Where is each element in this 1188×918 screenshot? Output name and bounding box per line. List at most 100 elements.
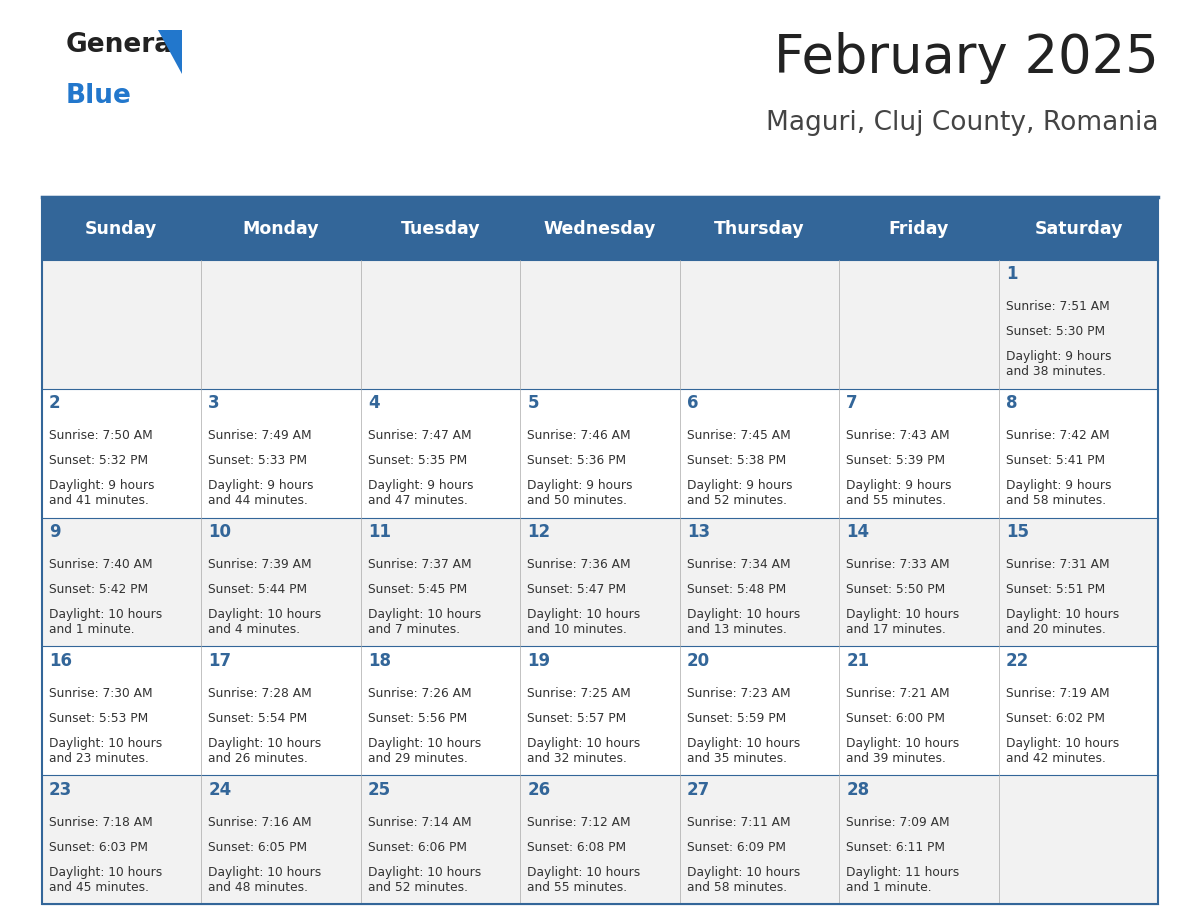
Text: 26: 26 <box>527 781 550 799</box>
Text: Sunset: 5:33 PM: Sunset: 5:33 PM <box>208 454 308 467</box>
Text: Saturday: Saturday <box>1035 219 1123 238</box>
Text: 23: 23 <box>49 781 72 799</box>
Bar <box>42 776 1158 904</box>
Text: Sunset: 5:38 PM: Sunset: 5:38 PM <box>687 454 786 467</box>
Text: Sunset: 5:56 PM: Sunset: 5:56 PM <box>368 712 467 725</box>
Text: Sunset: 5:54 PM: Sunset: 5:54 PM <box>208 712 308 725</box>
Text: Sunrise: 7:47 AM: Sunrise: 7:47 AM <box>368 429 472 442</box>
Text: Daylight: 10 hours
and 58 minutes.: Daylight: 10 hours and 58 minutes. <box>687 866 800 894</box>
Text: Sunset: 5:59 PM: Sunset: 5:59 PM <box>687 712 786 725</box>
Text: Tuesday: Tuesday <box>400 219 480 238</box>
Text: Sunrise: 7:28 AM: Sunrise: 7:28 AM <box>208 687 312 700</box>
Text: Sunrise: 7:11 AM: Sunrise: 7:11 AM <box>687 816 790 829</box>
Text: General: General <box>65 32 182 58</box>
Text: Daylight: 10 hours
and 13 minutes.: Daylight: 10 hours and 13 minutes. <box>687 609 800 636</box>
Text: Sunrise: 7:16 AM: Sunrise: 7:16 AM <box>208 816 312 829</box>
Text: Daylight: 10 hours
and 1 minute.: Daylight: 10 hours and 1 minute. <box>49 609 162 636</box>
Text: Daylight: 10 hours
and 55 minutes.: Daylight: 10 hours and 55 minutes. <box>527 866 640 894</box>
Text: 5: 5 <box>527 394 539 412</box>
Text: 4: 4 <box>368 394 379 412</box>
Text: Sunrise: 7:18 AM: Sunrise: 7:18 AM <box>49 816 152 829</box>
Text: Sunset: 5:39 PM: Sunset: 5:39 PM <box>846 454 946 467</box>
Text: Daylight: 10 hours
and 23 minutes.: Daylight: 10 hours and 23 minutes. <box>49 737 162 765</box>
Text: Sunrise: 7:21 AM: Sunrise: 7:21 AM <box>846 687 950 700</box>
Text: Daylight: 9 hours
and 41 minutes.: Daylight: 9 hours and 41 minutes. <box>49 479 154 508</box>
Text: Thursday: Thursday <box>714 219 804 238</box>
Text: Daylight: 9 hours
and 38 minutes.: Daylight: 9 hours and 38 minutes. <box>1006 351 1112 378</box>
Text: 21: 21 <box>846 652 870 670</box>
Text: Sunset: 5:32 PM: Sunset: 5:32 PM <box>49 454 147 467</box>
Text: Daylight: 9 hours
and 58 minutes.: Daylight: 9 hours and 58 minutes. <box>1006 479 1112 508</box>
Text: 7: 7 <box>846 394 858 412</box>
Text: Daylight: 10 hours
and 32 minutes.: Daylight: 10 hours and 32 minutes. <box>527 737 640 765</box>
Text: Daylight: 10 hours
and 4 minutes.: Daylight: 10 hours and 4 minutes. <box>208 609 322 636</box>
Text: Sunset: 6:11 PM: Sunset: 6:11 PM <box>846 841 946 854</box>
Text: Daylight: 10 hours
and 20 minutes.: Daylight: 10 hours and 20 minutes. <box>1006 609 1119 636</box>
Text: Sunrise: 7:09 AM: Sunrise: 7:09 AM <box>846 816 950 829</box>
Bar <box>42 197 1158 260</box>
Text: Sunday: Sunday <box>86 219 158 238</box>
Text: February 2025: February 2025 <box>773 32 1158 84</box>
Text: Sunset: 5:42 PM: Sunset: 5:42 PM <box>49 583 147 596</box>
Text: Daylight: 9 hours
and 44 minutes.: Daylight: 9 hours and 44 minutes. <box>208 479 314 508</box>
Text: Sunset: 5:41 PM: Sunset: 5:41 PM <box>1006 454 1105 467</box>
Text: 8: 8 <box>1006 394 1017 412</box>
Text: 15: 15 <box>1006 523 1029 541</box>
Bar <box>42 518 1158 646</box>
Text: Sunset: 5:30 PM: Sunset: 5:30 PM <box>1006 325 1105 339</box>
Text: Daylight: 10 hours
and 26 minutes.: Daylight: 10 hours and 26 minutes. <box>208 737 322 765</box>
Text: Daylight: 10 hours
and 42 minutes.: Daylight: 10 hours and 42 minutes. <box>1006 737 1119 765</box>
Text: Monday: Monday <box>242 219 320 238</box>
Text: 16: 16 <box>49 652 71 670</box>
Text: Daylight: 10 hours
and 45 minutes.: Daylight: 10 hours and 45 minutes. <box>49 866 162 894</box>
Text: 10: 10 <box>208 523 232 541</box>
Text: 6: 6 <box>687 394 699 412</box>
Text: 25: 25 <box>368 781 391 799</box>
Text: Sunrise: 7:30 AM: Sunrise: 7:30 AM <box>49 687 152 700</box>
Text: Sunrise: 7:43 AM: Sunrise: 7:43 AM <box>846 429 950 442</box>
Text: Sunrise: 7:12 AM: Sunrise: 7:12 AM <box>527 816 631 829</box>
Text: Sunrise: 7:49 AM: Sunrise: 7:49 AM <box>208 429 312 442</box>
Text: Sunset: 5:48 PM: Sunset: 5:48 PM <box>687 583 786 596</box>
Text: Sunrise: 7:34 AM: Sunrise: 7:34 AM <box>687 558 790 571</box>
Text: Daylight: 11 hours
and 1 minute.: Daylight: 11 hours and 1 minute. <box>846 866 960 894</box>
Text: Sunset: 5:50 PM: Sunset: 5:50 PM <box>846 583 946 596</box>
Text: Sunset: 5:51 PM: Sunset: 5:51 PM <box>1006 583 1105 596</box>
Text: Sunset: 5:36 PM: Sunset: 5:36 PM <box>527 454 626 467</box>
Text: Daylight: 9 hours
and 55 minutes.: Daylight: 9 hours and 55 minutes. <box>846 479 952 508</box>
Text: 28: 28 <box>846 781 870 799</box>
Bar <box>42 646 1158 776</box>
Text: Sunrise: 7:50 AM: Sunrise: 7:50 AM <box>49 429 152 442</box>
Text: Sunrise: 7:23 AM: Sunrise: 7:23 AM <box>687 687 790 700</box>
Text: Daylight: 10 hours
and 10 minutes.: Daylight: 10 hours and 10 minutes. <box>527 609 640 636</box>
Text: Sunrise: 7:36 AM: Sunrise: 7:36 AM <box>527 558 631 571</box>
Text: Sunrise: 7:39 AM: Sunrise: 7:39 AM <box>208 558 312 571</box>
Text: Daylight: 10 hours
and 35 minutes.: Daylight: 10 hours and 35 minutes. <box>687 737 800 765</box>
Text: 27: 27 <box>687 781 710 799</box>
Text: Sunset: 6:00 PM: Sunset: 6:00 PM <box>846 712 946 725</box>
Text: 9: 9 <box>49 523 61 541</box>
Text: Sunset: 6:08 PM: Sunset: 6:08 PM <box>527 841 626 854</box>
Bar <box>42 260 1158 388</box>
Text: Sunrise: 7:25 AM: Sunrise: 7:25 AM <box>527 687 631 700</box>
Text: Sunrise: 7:40 AM: Sunrise: 7:40 AM <box>49 558 152 571</box>
Text: Sunrise: 7:31 AM: Sunrise: 7:31 AM <box>1006 558 1110 571</box>
Text: Sunrise: 7:37 AM: Sunrise: 7:37 AM <box>368 558 472 571</box>
Text: Sunset: 6:05 PM: Sunset: 6:05 PM <box>208 841 308 854</box>
Text: Daylight: 10 hours
and 7 minutes.: Daylight: 10 hours and 7 minutes. <box>368 609 481 636</box>
Text: Sunrise: 7:46 AM: Sunrise: 7:46 AM <box>527 429 631 442</box>
Text: Maguri, Cluj County, Romania: Maguri, Cluj County, Romania <box>766 110 1158 136</box>
Text: Wednesday: Wednesday <box>544 219 656 238</box>
Text: Sunrise: 7:19 AM: Sunrise: 7:19 AM <box>1006 687 1110 700</box>
Text: Daylight: 10 hours
and 39 minutes.: Daylight: 10 hours and 39 minutes. <box>846 737 960 765</box>
Text: 13: 13 <box>687 523 710 541</box>
Text: Sunset: 6:03 PM: Sunset: 6:03 PM <box>49 841 147 854</box>
Text: Sunrise: 7:51 AM: Sunrise: 7:51 AM <box>1006 300 1110 313</box>
Text: Daylight: 10 hours
and 48 minutes.: Daylight: 10 hours and 48 minutes. <box>208 866 322 894</box>
Text: Sunset: 5:44 PM: Sunset: 5:44 PM <box>208 583 308 596</box>
Text: 2: 2 <box>49 394 61 412</box>
Bar <box>42 197 1158 904</box>
Text: Daylight: 9 hours
and 50 minutes.: Daylight: 9 hours and 50 minutes. <box>527 479 633 508</box>
Text: Sunset: 5:53 PM: Sunset: 5:53 PM <box>49 712 148 725</box>
Text: Friday: Friday <box>889 219 949 238</box>
